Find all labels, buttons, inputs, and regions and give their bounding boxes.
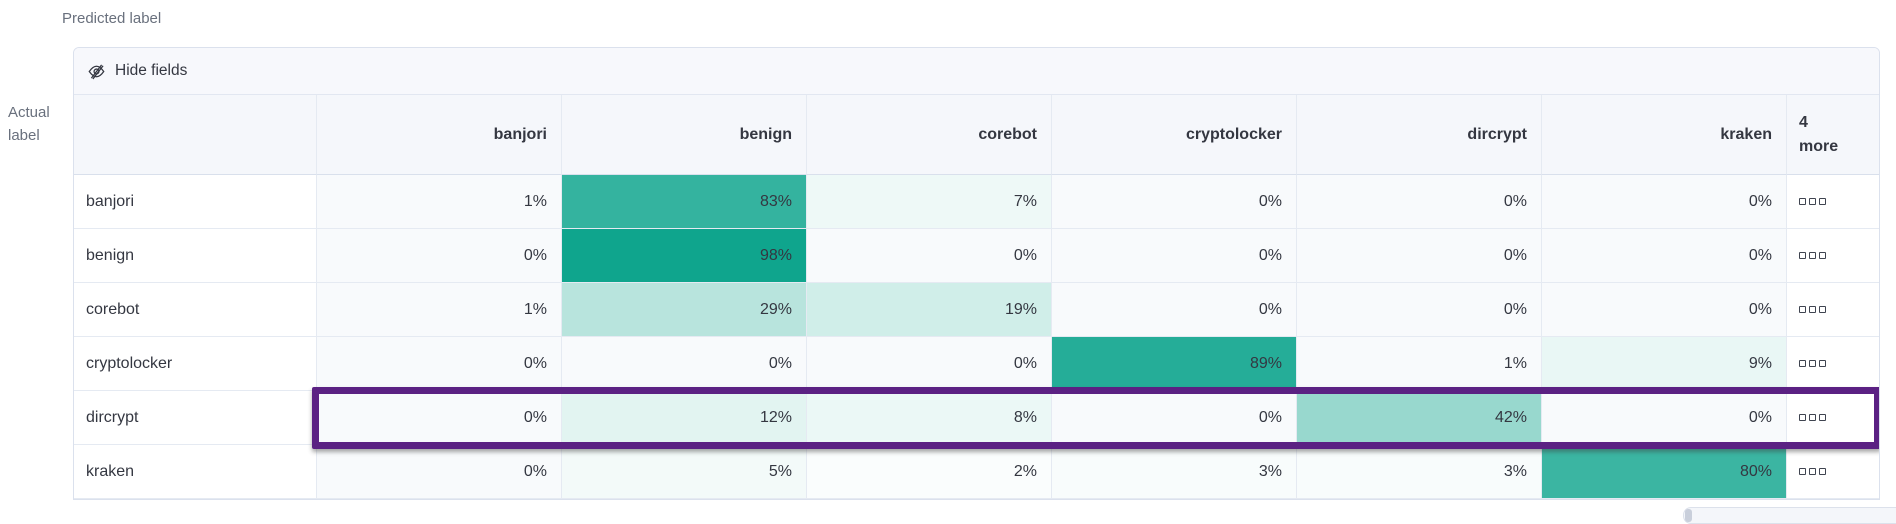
confusion-matrix-table: banjori benign corebot cryptolocker dirc… xyxy=(74,95,1879,499)
scrollbar-thumb[interactable] xyxy=(1685,509,1692,522)
row-more-cell xyxy=(1787,175,1879,229)
column-header-benign[interactable]: benign xyxy=(562,95,807,175)
box-square xyxy=(1799,360,1806,367)
box-square xyxy=(1799,198,1806,205)
column-header-banjori[interactable]: banjori xyxy=(317,95,562,175)
hide-fields-button[interactable]: Hide fields xyxy=(74,48,1879,95)
column-header-corebot[interactable]: corebot xyxy=(807,95,1052,175)
box-square xyxy=(1809,198,1816,205)
matrix-cell-cryptolocker-cryptolocker: 89% xyxy=(1052,337,1297,391)
column-header-kraken[interactable]: kraken xyxy=(1542,95,1787,175)
header-corner-cell xyxy=(74,95,317,175)
box-square xyxy=(1809,468,1816,475)
row-more-cell xyxy=(1787,229,1879,283)
matrix-cell-dircrypt-corebot: 8% xyxy=(807,391,1052,445)
boxes-horizontal-icon[interactable] xyxy=(1799,306,1826,313)
box-square xyxy=(1819,252,1826,259)
row-more-cell xyxy=(1787,337,1879,391)
matrix-cell-corebot-banjori: 1% xyxy=(317,283,562,337)
more-header-count: 4 xyxy=(1799,114,1808,132)
matrix-cell-kraken-benign: 5% xyxy=(562,445,807,499)
boxes-horizontal-icon[interactable] xyxy=(1799,414,1826,421)
matrix-cell-corebot-cryptolocker: 0% xyxy=(1052,283,1297,337)
actual-label-line1: Actual xyxy=(8,104,50,121)
column-header-cryptolocker[interactable]: cryptolocker xyxy=(1052,95,1297,175)
matrix-cell-banjori-corebot: 7% xyxy=(807,175,1052,229)
matrix-cell-corebot-benign: 29% xyxy=(562,283,807,337)
matrix-cell-cryptolocker-benign: 0% xyxy=(562,337,807,391)
matrix-cell-kraken-dircrypt: 3% xyxy=(1297,445,1542,499)
matrix-cell-benign-dircrypt: 0% xyxy=(1297,229,1542,283)
matrix-cell-corebot-dircrypt: 0% xyxy=(1297,283,1542,337)
matrix-cell-kraken-corebot: 2% xyxy=(807,445,1052,499)
matrix-cell-banjori-banjori: 1% xyxy=(317,175,562,229)
matrix-cell-kraken-kraken: 80% xyxy=(1542,445,1787,499)
boxes-horizontal-icon[interactable] xyxy=(1799,198,1826,205)
box-square xyxy=(1819,414,1826,421)
box-square xyxy=(1799,252,1806,259)
actual-label-line2: label xyxy=(8,126,40,144)
matrix-cell-dircrypt-dircrypt: 42% xyxy=(1297,391,1542,445)
matrix-cell-banjori-dircrypt: 0% xyxy=(1297,175,1542,229)
row-label-corebot: corebot xyxy=(74,283,317,337)
matrix-cell-cryptolocker-corebot: 0% xyxy=(807,337,1052,391)
predicted-label: Predicted label xyxy=(62,10,162,27)
matrix-cell-cryptolocker-dircrypt: 1% xyxy=(1297,337,1542,391)
box-square xyxy=(1799,468,1806,475)
box-square xyxy=(1809,414,1816,421)
row-more-cell xyxy=(1787,391,1879,445)
hide-fields-label: Hide fields xyxy=(115,62,188,79)
box-square xyxy=(1819,306,1826,313)
boxes-horizontal-icon[interactable] xyxy=(1799,252,1826,259)
matrix-cell-dircrypt-kraken: 0% xyxy=(1542,391,1787,445)
matrix-cell-banjori-cryptolocker: 0% xyxy=(1052,175,1297,229)
matrix-cell-benign-cryptolocker: 0% xyxy=(1052,229,1297,283)
boxes-horizontal-icon[interactable] xyxy=(1799,360,1826,367)
more-header-word: more xyxy=(1799,137,1839,155)
row-more-cell xyxy=(1787,283,1879,337)
row-label-cryptolocker: cryptolocker xyxy=(74,337,317,391)
row-label-kraken: kraken xyxy=(74,445,317,499)
matrix-cell-cryptolocker-kraken: 9% xyxy=(1542,337,1787,391)
matrix-cell-benign-kraken: 0% xyxy=(1542,229,1787,283)
column-header-more[interactable]: 4 more xyxy=(1787,95,1879,175)
box-square xyxy=(1809,252,1816,259)
confusion-matrix-panel: Hide fields banjori benign corebot crypt… xyxy=(73,47,1880,500)
column-header-dircrypt[interactable]: dircrypt xyxy=(1297,95,1542,175)
matrix-cell-corebot-corebot: 19% xyxy=(807,283,1052,337)
matrix-cell-dircrypt-banjori: 0% xyxy=(317,391,562,445)
box-square xyxy=(1799,414,1806,421)
horizontal-scrollbar[interactable] xyxy=(1683,507,1896,524)
box-square xyxy=(1819,468,1826,475)
eye-closed-icon xyxy=(88,63,105,80)
row-label-benign: benign xyxy=(74,229,317,283)
matrix-cell-dircrypt-cryptolocker: 0% xyxy=(1052,391,1297,445)
matrix-cell-banjori-benign: 83% xyxy=(562,175,807,229)
row-label-dircrypt: dircrypt xyxy=(74,391,317,445)
matrix-cell-dircrypt-benign: 12% xyxy=(562,391,807,445)
matrix-cell-kraken-cryptolocker: 3% xyxy=(1052,445,1297,499)
box-square xyxy=(1809,306,1816,313)
box-square xyxy=(1799,306,1806,313)
row-label-banjori: banjori xyxy=(74,175,317,229)
matrix-cell-benign-banjori: 0% xyxy=(317,229,562,283)
matrix-cell-cryptolocker-banjori: 0% xyxy=(317,337,562,391)
matrix-cell-benign-corebot: 0% xyxy=(807,229,1052,283)
matrix-cell-kraken-banjori: 0% xyxy=(317,445,562,499)
matrix-cell-benign-benign: 98% xyxy=(562,229,807,283)
boxes-horizontal-icon[interactable] xyxy=(1799,468,1826,475)
actual-label: Actual label xyxy=(8,102,64,147)
box-square xyxy=(1809,360,1816,367)
box-square xyxy=(1819,198,1826,205)
matrix-cell-banjori-kraken: 0% xyxy=(1542,175,1787,229)
row-more-cell xyxy=(1787,445,1879,499)
matrix-cell-corebot-kraken: 0% xyxy=(1542,283,1787,337)
box-square xyxy=(1819,360,1826,367)
